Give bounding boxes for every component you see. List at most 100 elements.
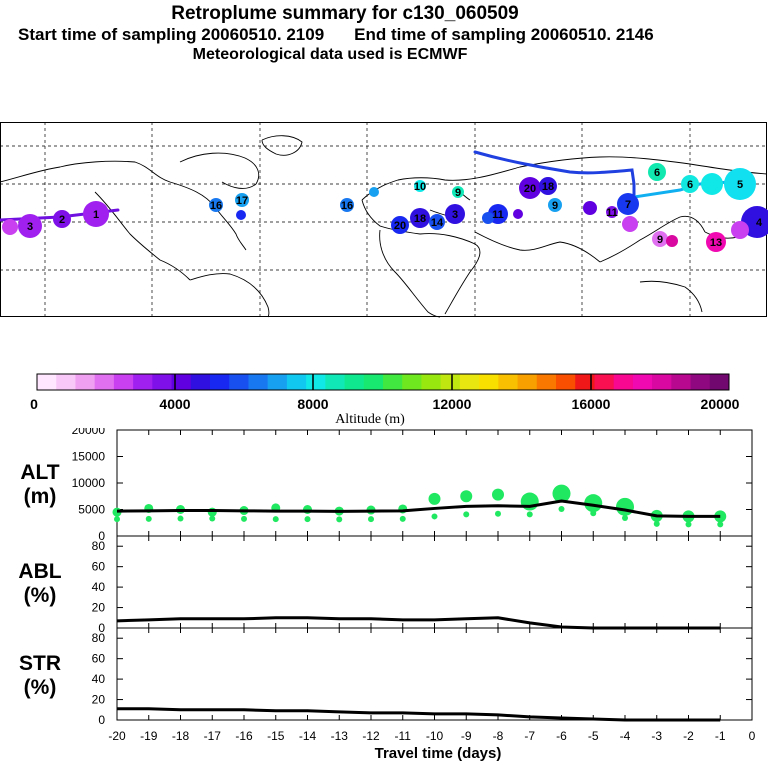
plume-cluster-marker xyxy=(617,193,639,215)
plume-cluster-marker xyxy=(340,198,354,212)
plume-cluster-marker xyxy=(53,210,71,228)
y-tick-label: 0 xyxy=(98,529,105,543)
altitude-cluster-dot xyxy=(460,490,473,503)
y-tick-label: 0 xyxy=(98,713,105,727)
plume-cluster-marker xyxy=(209,198,223,212)
colorbar-swatch xyxy=(671,374,692,390)
colorbar-swatch xyxy=(229,374,249,390)
y-tick-label: 0 xyxy=(98,621,105,635)
plume-label-day: 11 xyxy=(606,207,618,219)
altitude-cluster-dot xyxy=(399,515,406,522)
plume-label-day: 2 xyxy=(59,214,65,226)
x-tick-label: -16 xyxy=(235,729,253,743)
colorbar-swatch xyxy=(56,374,76,390)
y-tick-label: 10000 xyxy=(72,476,106,490)
panel-frame xyxy=(116,627,753,721)
plume-cluster-marker xyxy=(583,201,597,215)
plume-label-day: 13 xyxy=(710,237,722,249)
series-line-alt xyxy=(116,499,721,518)
altitude-cluster-dot xyxy=(526,511,533,518)
plume-cluster-marker xyxy=(652,231,668,247)
plume-label-day: 3 xyxy=(27,221,33,233)
colorbar-swatch xyxy=(652,374,672,390)
timeseries-panels: 20000150001000050000ALT(m)806040200ABL(%… xyxy=(18,428,756,762)
plume-cluster-marker xyxy=(706,232,726,252)
colorbar-swatch xyxy=(575,374,595,390)
plume-label-day: 17 xyxy=(236,195,248,207)
x-tick-label: -20 xyxy=(108,729,126,743)
y-tick-label: 20 xyxy=(92,693,106,707)
colorbar-swatch xyxy=(306,374,326,390)
world-map: 5 6 6 7 4 13 9 11 20 18 9 11 3 18 20 14 … xyxy=(0,122,768,318)
plume-label-day: 3 xyxy=(452,209,458,221)
y-tick-label: 40 xyxy=(92,672,106,686)
plume-cluster-marker xyxy=(414,180,426,192)
plume-clusters xyxy=(2,163,768,252)
x-tick-label: 0 xyxy=(749,729,756,743)
altitude-cluster-dot xyxy=(616,497,634,516)
series-line-abl xyxy=(116,616,721,630)
x-tick-label: -17 xyxy=(204,729,222,743)
colorbar-swatch xyxy=(556,374,576,390)
plume-cluster-marker xyxy=(519,177,541,199)
panel-frame xyxy=(116,535,753,629)
plume-label-day: 16 xyxy=(341,200,353,212)
altitude-cluster-dot xyxy=(495,510,501,517)
plume-cluster-marker xyxy=(731,221,749,239)
panel-ylabel: ALT xyxy=(20,461,59,484)
altitude-cluster-dot xyxy=(145,515,152,522)
colorbar-swatch xyxy=(133,374,153,390)
x-tick-label: -18 xyxy=(172,729,190,743)
altitude-cluster-dot xyxy=(428,492,441,505)
x-tick-label: -19 xyxy=(140,729,158,743)
altitude-cluster-dot xyxy=(431,513,438,520)
y-tick-label: 5000 xyxy=(78,503,105,517)
x-tick-label: -5 xyxy=(588,729,599,743)
altitude-cluster-dot xyxy=(590,510,597,517)
panel-ylabel: ABL xyxy=(18,560,61,583)
plume-label-day: 16 xyxy=(210,200,222,212)
colorbar-tick-label: 4000 xyxy=(159,396,190,412)
colorbar-swatch xyxy=(152,374,173,390)
y-tick-label: 15000 xyxy=(72,450,106,464)
colorbar-swatch xyxy=(690,374,711,390)
plume-cluster-marker xyxy=(666,235,678,247)
altitude-cluster-dot xyxy=(584,494,603,513)
colorbar-swatch xyxy=(171,374,192,390)
y-tick-label: 80 xyxy=(92,539,106,553)
plume-label-day: 18 xyxy=(414,213,426,225)
plume-cluster-marker xyxy=(724,168,756,200)
colorbar-swatch xyxy=(286,374,307,390)
series-line-str xyxy=(117,707,721,722)
plume-cluster-marker xyxy=(410,208,430,228)
colorbar-swatch xyxy=(383,374,403,390)
colorbar-tick-label: 8000 xyxy=(297,396,328,412)
plume-label-day: 9 xyxy=(657,234,663,246)
colorbar-ticks: 0 4000 8000 12000 16000 20000 xyxy=(30,396,740,412)
plume-cluster-marker xyxy=(369,187,379,197)
altitude-cluster-dot xyxy=(368,516,374,523)
plume-cluster-marker xyxy=(445,204,465,224)
altitude-cluster-dot xyxy=(622,515,628,522)
altitude-cluster-dot xyxy=(207,507,217,517)
colorbar-swatch xyxy=(37,374,57,390)
plume-label-day: 20 xyxy=(524,183,536,195)
plume-label-day: 10 xyxy=(414,181,426,193)
altitude-cluster-dot xyxy=(653,520,660,527)
colorbar-axis-label: Altitude (m) xyxy=(335,412,405,427)
colorbar-swatch xyxy=(498,374,519,390)
sampling-times: Start time of sampling 20060510. 2109 End… xyxy=(18,25,654,45)
plume-cluster-marker xyxy=(548,198,562,212)
colorbar-swatch xyxy=(190,374,211,390)
plume-cluster-marker xyxy=(701,173,723,195)
panel-ylabel: (m) xyxy=(24,485,57,508)
x-tick-label: -4 xyxy=(620,729,631,743)
x-tick-label: -10 xyxy=(426,729,444,743)
colorbar-tick-label: 20000 xyxy=(701,396,740,412)
altitude-cluster-dot xyxy=(336,516,343,523)
x-tick-label: -1 xyxy=(715,729,726,743)
colorbar-swatch xyxy=(632,374,653,390)
plume-cluster-marker xyxy=(452,186,464,198)
x-tick-label: -14 xyxy=(299,729,317,743)
colorbar-swatch xyxy=(94,374,115,390)
